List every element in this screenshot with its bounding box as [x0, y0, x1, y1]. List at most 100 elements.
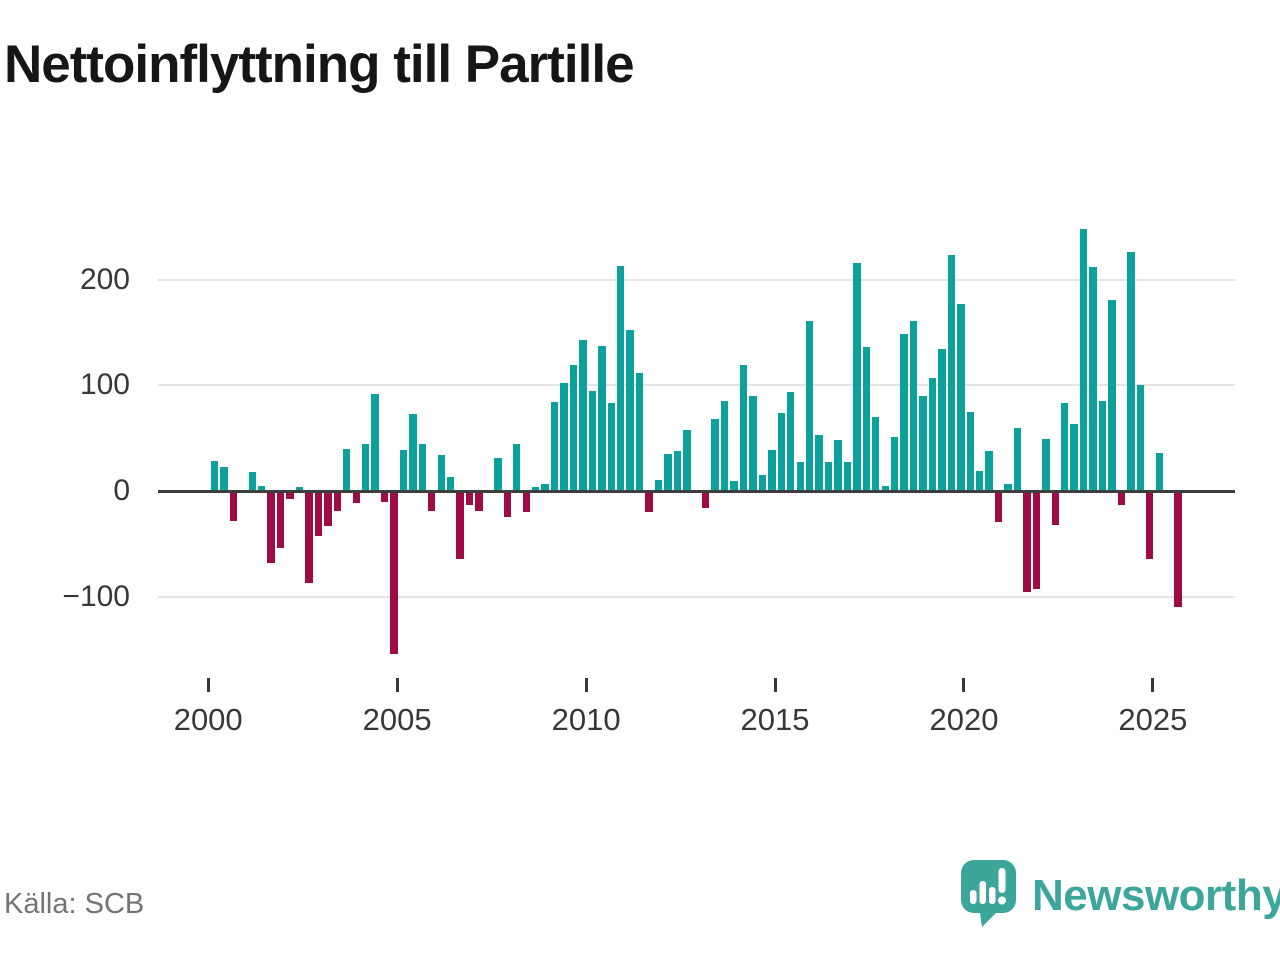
bar-2013Q2 [711, 419, 719, 491]
bar-2012Q2 [673, 450, 682, 491]
x-tick-label: 2000 [173, 702, 243, 737]
bar-2002Q4 [314, 491, 323, 537]
bar-2019Q3 [947, 255, 956, 491]
bar-2011Q2 [635, 372, 644, 491]
bar-2010Q4 [617, 265, 625, 491]
bar-2007Q1 [475, 491, 483, 512]
y-tick-label: 0 [113, 474, 130, 507]
x-tick-label: 2005 [362, 702, 432, 737]
bar-2014Q4 [768, 449, 776, 491]
gridline-100 [158, 384, 1235, 387]
bar-2008Q4 [541, 483, 549, 491]
bar-2013Q3 [720, 401, 729, 491]
bar-2017Q3 [872, 417, 880, 491]
bar-2009Q1 [550, 402, 559, 491]
bar-2025Q3 [1174, 491, 1182, 608]
bar-2004Q2 [371, 393, 379, 491]
brand-name: Newsworthy [1032, 871, 1280, 920]
bar-2019Q4 [957, 303, 965, 491]
bar-2018Q2 [900, 333, 908, 491]
bar-2023Q4 [1108, 299, 1116, 491]
bar-2025Q1 [1155, 452, 1163, 491]
bar-2022Q1 [1042, 439, 1050, 491]
bar-2020Q1 [966, 411, 974, 491]
x-tick-label: 2020 [929, 702, 999, 737]
bar-2008Q1 [513, 444, 521, 491]
bar-2024Q1 [1117, 491, 1126, 505]
bar-2019Q1 [928, 377, 937, 491]
bar-2000Q1 [210, 461, 219, 491]
bar-2014Q1 [739, 365, 748, 491]
bar-2024Q4 [1146, 491, 1154, 559]
gridline--100 [158, 595, 1235, 598]
bar-2023Q3 [1098, 401, 1107, 491]
bar-2020Q3 [985, 450, 993, 491]
bar-2003Q2 [333, 491, 341, 512]
speech-bubble-barchart-icon [960, 859, 1018, 934]
bar-2015Q4 [805, 320, 814, 491]
bar-2015Q1 [777, 412, 785, 491]
bar-2017Q4 [881, 485, 889, 491]
bar-2009Q3 [569, 365, 578, 491]
y-tick-label: 200 [79, 262, 130, 296]
x-tick-label: 2015 [740, 702, 810, 737]
bar-2002Q2 [295, 486, 304, 491]
bar-2012Q3 [683, 429, 691, 491]
bar-2016Q1 [815, 434, 823, 491]
bar-2015Q3 [796, 462, 804, 491]
x-tick-2025 [1151, 678, 1155, 692]
bar-2000Q3 [229, 491, 238, 521]
bar-2001Q1 [248, 471, 256, 491]
bar-2011Q1 [626, 330, 634, 491]
bar-2023Q1 [1079, 228, 1088, 491]
bar-2009Q2 [560, 383, 568, 491]
bar-2024Q2 [1127, 252, 1135, 491]
bar-2004Q3 [380, 491, 389, 502]
bar-2001Q4 [276, 491, 285, 549]
bar-2024Q3 [1136, 385, 1144, 491]
bar-2001Q2 [258, 485, 266, 491]
bar-2003Q3 [343, 448, 351, 491]
bar-2001Q3 [267, 491, 275, 563]
bar-2023Q2 [1089, 266, 1097, 491]
bar-2020Q4 [994, 491, 1003, 522]
bar-2021Q4 [1032, 491, 1041, 590]
bar-2018Q1 [890, 437, 899, 491]
bar-2004Q4 [390, 491, 398, 654]
bar-2013Q4 [730, 481, 738, 491]
bar-2007Q4 [503, 491, 512, 518]
bar-2002Q1 [286, 491, 294, 500]
bar-2020Q2 [976, 470, 984, 491]
bar-2011Q4 [654, 480, 663, 491]
bar-2018Q4 [919, 395, 927, 491]
bar-2003Q1 [324, 491, 332, 526]
bar-2009Q4 [579, 339, 587, 491]
bar-2013Q1 [702, 491, 710, 508]
bar-2006Q1 [437, 455, 445, 491]
bar-2005Q2 [409, 413, 417, 491]
zero-axis-line [158, 489, 1235, 493]
bar-2010Q1 [588, 390, 597, 491]
bar-2010Q3 [607, 403, 615, 491]
bubble-shape [961, 859, 1016, 927]
bar-2022Q4 [1070, 424, 1078, 491]
bar-2003Q4 [352, 491, 360, 503]
bar-2004Q1 [361, 444, 370, 491]
bar-2006Q2 [446, 477, 455, 491]
x-tick-label: 2025 [1118, 702, 1188, 737]
bar-2011Q3 [645, 491, 653, 513]
bar-2006Q3 [456, 491, 464, 559]
source-label: Källa: SCB [4, 888, 145, 920]
x-tick-label: 2010 [551, 702, 621, 737]
bar-2018Q3 [909, 320, 918, 491]
bar-2000Q2 [220, 466, 228, 491]
bar-2015Q2 [787, 391, 795, 491]
bar-2021Q3 [1023, 491, 1031, 593]
gridline-200 [158, 278, 1235, 281]
bar-2019Q2 [938, 349, 946, 491]
bar-2002Q3 [305, 491, 313, 583]
bar-2022Q2 [1051, 491, 1059, 525]
bar-2005Q3 [418, 444, 427, 491]
bar-2014Q2 [749, 395, 757, 491]
